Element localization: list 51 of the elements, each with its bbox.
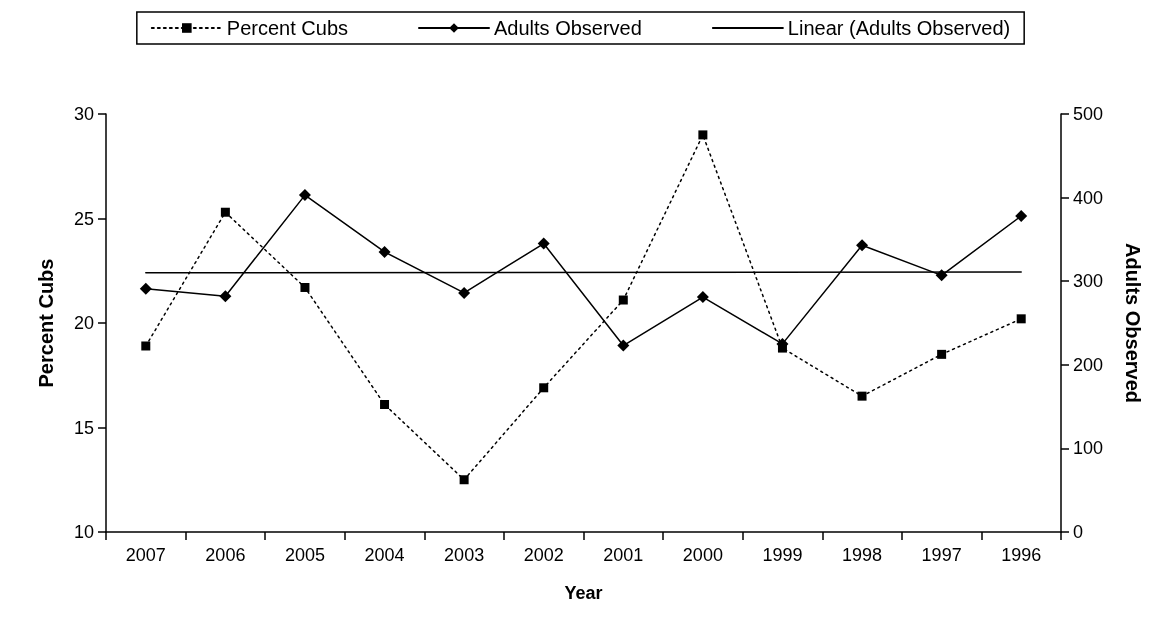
point (380, 400, 390, 410)
point (378, 245, 391, 258)
x-tick-label: 2001 (603, 545, 644, 565)
y2-tick-label: 400 (1073, 187, 1104, 208)
x-axis-title: Year (564, 583, 603, 603)
x-tick-label: 2002 (523, 545, 564, 565)
y-tick-label: 25 (73, 208, 94, 229)
x-tick-label: 1998 (842, 545, 883, 565)
point (1016, 314, 1026, 324)
y2-tick-label: 200 (1073, 354, 1104, 375)
y2-tick-label: 300 (1073, 271, 1104, 292)
x-tick-label: 2007 (125, 545, 166, 565)
x-tick-label: 1997 (921, 545, 962, 565)
x-tick-label: 1996 (1001, 545, 1042, 565)
legend-label: Linear (Adults Observed) (787, 17, 1011, 39)
x-tick-label: 2003 (444, 545, 485, 565)
point (618, 295, 628, 305)
point (857, 391, 867, 401)
point (937, 349, 947, 359)
y2-axis-title: Adults Observed (1122, 242, 1144, 404)
x-tick-label: 2000 (682, 545, 723, 565)
point (458, 286, 471, 299)
y2-tick-label: 500 (1073, 104, 1104, 124)
x-tick-label: 2005 (284, 545, 325, 565)
x-tick-label: 2006 (205, 545, 246, 565)
legend-label: Adults Observed (494, 17, 642, 39)
point (141, 341, 151, 351)
point (856, 239, 869, 252)
point (539, 383, 549, 393)
y2-tick-label: 100 (1073, 438, 1104, 459)
x-tick-label: 1999 (762, 545, 803, 565)
x-tick-label: 2004 (364, 545, 405, 565)
point (300, 282, 310, 292)
y-tick-label: 10 (73, 522, 94, 542)
point (617, 339, 630, 352)
point (219, 290, 232, 303)
point (459, 475, 469, 485)
point (298, 189, 311, 202)
point (537, 237, 550, 250)
y-tick-label: 15 (73, 417, 94, 438)
point (698, 130, 708, 140)
point (139, 282, 152, 295)
point (1015, 209, 1028, 222)
legend-label: Percent Cubs (226, 17, 348, 39)
y2-tick-label: 0 (1073, 522, 1084, 542)
point (220, 207, 230, 217)
point (696, 291, 709, 304)
point (935, 269, 948, 282)
y-tick-label: 30 (73, 104, 94, 124)
y-axis-title: Percent Cubs (35, 258, 57, 388)
y-tick-label: 20 (73, 313, 94, 333)
